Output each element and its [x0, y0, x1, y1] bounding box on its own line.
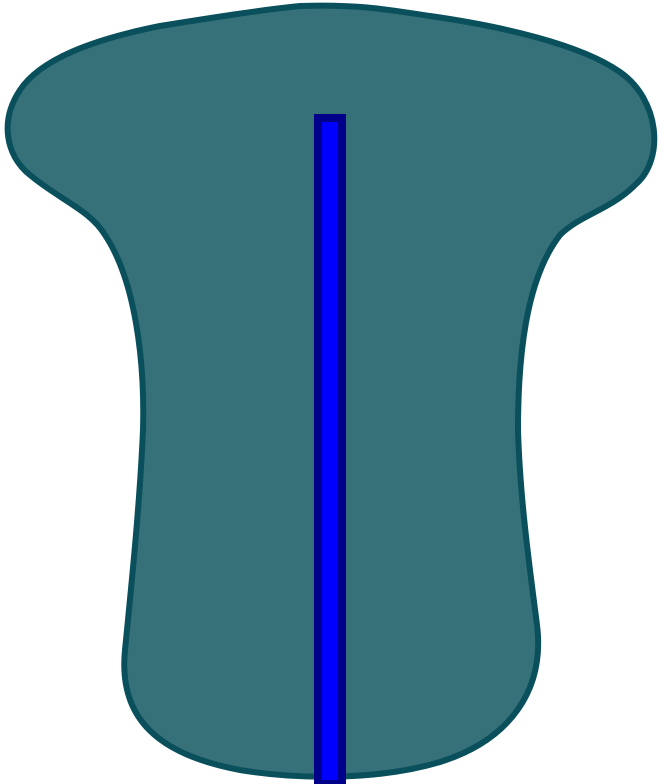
vertical-rod	[314, 114, 346, 784]
